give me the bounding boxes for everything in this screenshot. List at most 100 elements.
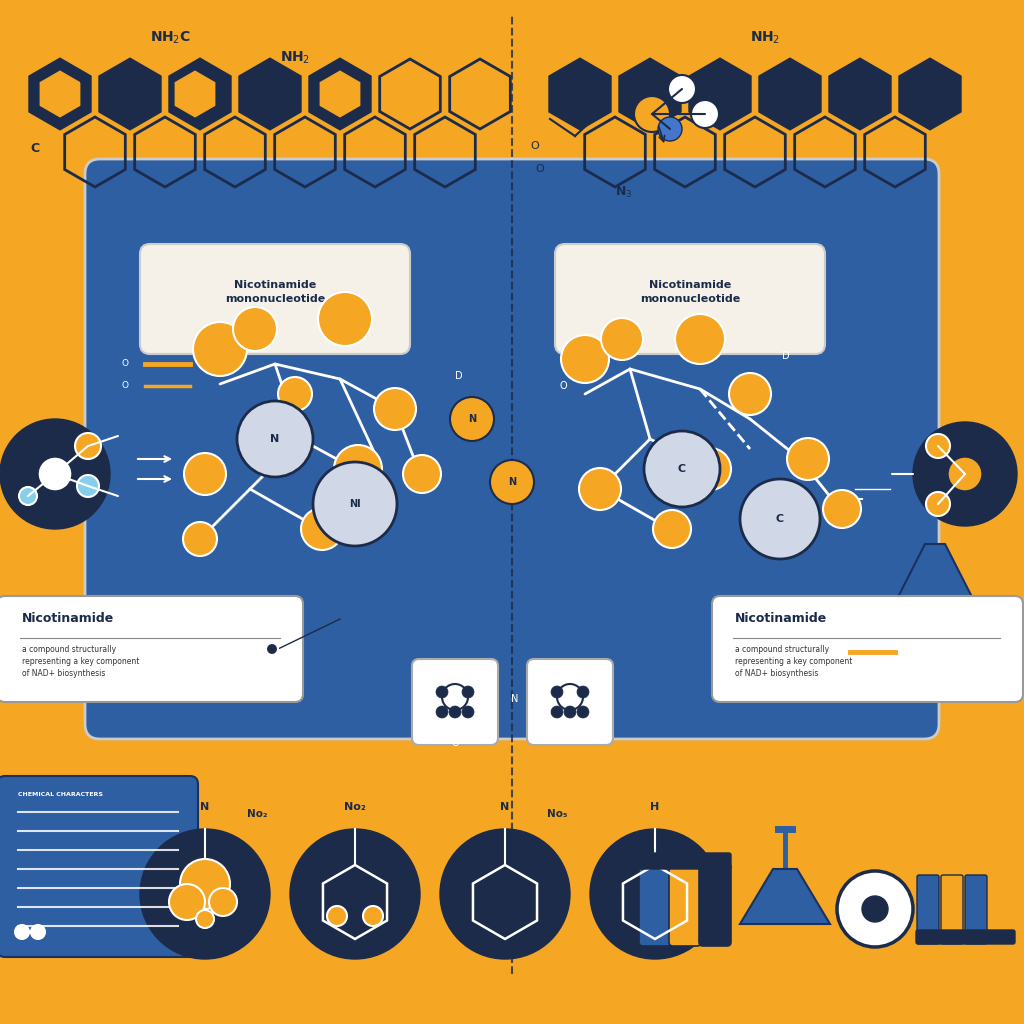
- Circle shape: [601, 318, 643, 360]
- Polygon shape: [321, 72, 359, 117]
- Text: a compound structurally: a compound structurally: [735, 645, 829, 654]
- Circle shape: [313, 462, 397, 546]
- Circle shape: [362, 906, 383, 926]
- Text: D: D: [455, 371, 463, 381]
- Circle shape: [196, 910, 214, 928]
- Circle shape: [266, 643, 278, 655]
- Circle shape: [564, 706, 575, 718]
- FancyBboxPatch shape: [555, 244, 825, 354]
- Text: of NAD+ biosynthesis: of NAD+ biosynthesis: [735, 669, 818, 678]
- Circle shape: [193, 322, 247, 376]
- Polygon shape: [40, 72, 80, 117]
- Polygon shape: [829, 59, 890, 129]
- Text: N: N: [468, 414, 476, 424]
- Circle shape: [237, 401, 313, 477]
- Circle shape: [691, 100, 719, 128]
- Circle shape: [926, 492, 950, 516]
- FancyBboxPatch shape: [699, 853, 731, 869]
- Polygon shape: [897, 544, 973, 599]
- Circle shape: [913, 422, 1017, 526]
- FancyBboxPatch shape: [941, 874, 963, 944]
- Polygon shape: [240, 59, 300, 129]
- Circle shape: [180, 859, 230, 909]
- Circle shape: [729, 373, 771, 415]
- Text: O: O: [122, 359, 129, 368]
- Circle shape: [278, 377, 312, 411]
- Circle shape: [436, 686, 449, 698]
- Circle shape: [462, 686, 474, 698]
- FancyBboxPatch shape: [699, 863, 731, 946]
- Circle shape: [644, 431, 720, 507]
- FancyBboxPatch shape: [527, 659, 613, 745]
- Circle shape: [823, 490, 861, 528]
- Circle shape: [15, 925, 29, 939]
- Polygon shape: [760, 59, 820, 129]
- Polygon shape: [30, 59, 90, 129]
- Text: N: N: [201, 802, 210, 812]
- Text: NH$_2$: NH$_2$: [750, 30, 780, 46]
- Text: D: D: [495, 466, 503, 476]
- Circle shape: [449, 706, 461, 718]
- Circle shape: [577, 686, 589, 698]
- Polygon shape: [900, 59, 961, 129]
- Text: representing a key component: representing a key component: [22, 657, 139, 666]
- Text: O: O: [535, 164, 544, 174]
- Polygon shape: [620, 59, 680, 129]
- Circle shape: [209, 888, 237, 916]
- Circle shape: [579, 468, 621, 510]
- Polygon shape: [175, 72, 215, 117]
- Text: O: O: [560, 381, 567, 391]
- Circle shape: [668, 75, 696, 103]
- Text: N$_3$: N$_3$: [615, 185, 633, 200]
- Circle shape: [75, 433, 101, 459]
- Circle shape: [862, 896, 888, 922]
- Circle shape: [577, 706, 589, 718]
- FancyBboxPatch shape: [712, 596, 1023, 702]
- FancyBboxPatch shape: [916, 930, 1015, 944]
- Text: Nicotinamide
mononucleotide: Nicotinamide mononucleotide: [225, 281, 326, 303]
- Circle shape: [658, 117, 682, 141]
- Circle shape: [140, 829, 270, 959]
- Circle shape: [334, 445, 382, 493]
- Circle shape: [183, 522, 217, 556]
- FancyBboxPatch shape: [412, 659, 498, 745]
- Circle shape: [440, 829, 570, 959]
- Polygon shape: [99, 59, 161, 129]
- FancyBboxPatch shape: [918, 874, 939, 944]
- Text: of NAD+ biosynthesis: of NAD+ biosynthesis: [22, 669, 105, 678]
- Text: O: O: [530, 141, 539, 151]
- Circle shape: [590, 829, 720, 959]
- Circle shape: [653, 510, 691, 548]
- Text: N: N: [511, 694, 519, 705]
- Polygon shape: [690, 59, 751, 129]
- Text: O: O: [452, 738, 459, 748]
- Circle shape: [38, 457, 72, 490]
- Text: NH$_2$C: NH$_2$C: [150, 30, 190, 46]
- Circle shape: [77, 475, 99, 497]
- Circle shape: [741, 500, 779, 538]
- Circle shape: [837, 871, 913, 947]
- Circle shape: [318, 292, 372, 346]
- Text: Nicotinamide
mononucleotide: Nicotinamide mononucleotide: [640, 281, 740, 303]
- Circle shape: [462, 706, 474, 718]
- Circle shape: [403, 455, 441, 493]
- Circle shape: [19, 487, 37, 505]
- Polygon shape: [740, 869, 830, 924]
- FancyBboxPatch shape: [140, 244, 410, 354]
- Circle shape: [31, 925, 45, 939]
- Circle shape: [436, 706, 449, 718]
- FancyBboxPatch shape: [0, 776, 198, 957]
- Circle shape: [169, 884, 205, 920]
- Polygon shape: [309, 59, 371, 129]
- Text: NI: NI: [349, 499, 360, 509]
- Text: C: C: [30, 142, 39, 155]
- Text: N: N: [508, 477, 516, 487]
- Text: No₂: No₂: [344, 802, 366, 812]
- Circle shape: [290, 829, 420, 959]
- Circle shape: [675, 314, 725, 364]
- FancyBboxPatch shape: [669, 863, 701, 946]
- Text: a compound structurally: a compound structurally: [22, 645, 116, 654]
- Circle shape: [551, 686, 563, 698]
- Polygon shape: [170, 59, 230, 129]
- Circle shape: [0, 419, 110, 529]
